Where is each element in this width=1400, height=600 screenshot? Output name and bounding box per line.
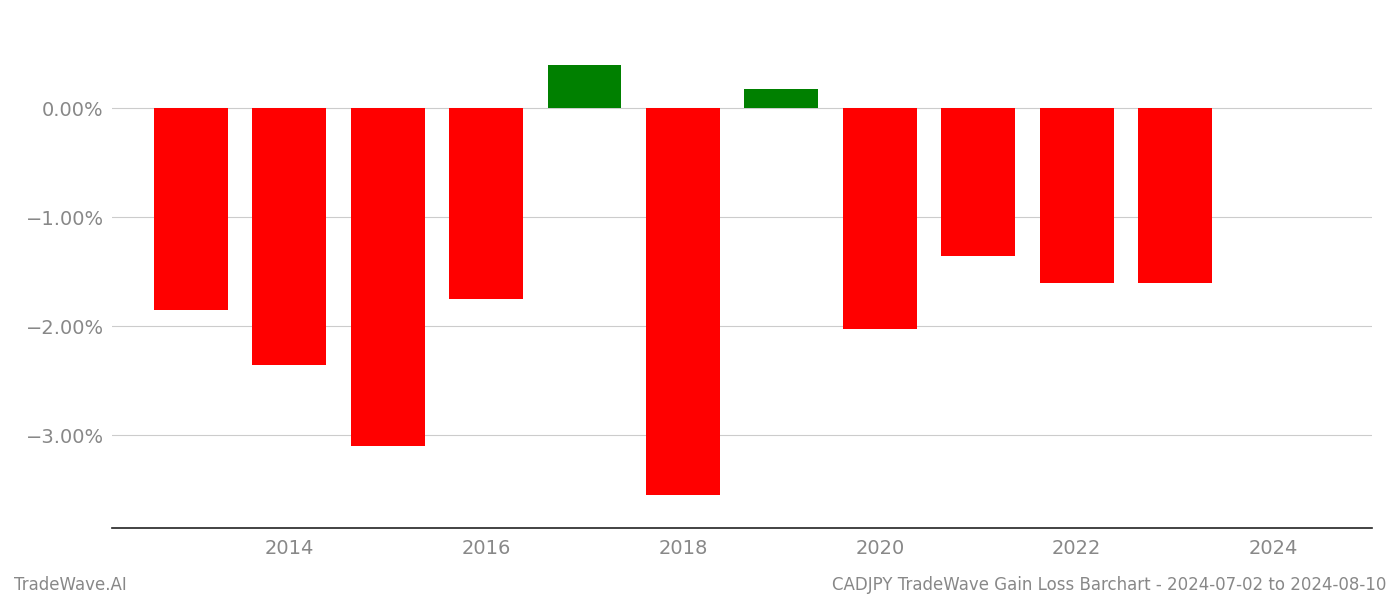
Bar [1138,109,1212,283]
Bar [252,109,326,365]
Bar [154,109,228,310]
Bar [1040,109,1113,283]
Bar [449,109,524,299]
Bar [645,109,720,496]
Bar [547,65,622,109]
Bar [351,109,424,446]
Bar [745,89,818,109]
Bar [941,109,1015,256]
Text: CADJPY TradeWave Gain Loss Barchart - 2024-07-02 to 2024-08-10: CADJPY TradeWave Gain Loss Barchart - 20… [832,576,1386,594]
Text: TradeWave.AI: TradeWave.AI [14,576,127,594]
Bar [843,109,917,329]
